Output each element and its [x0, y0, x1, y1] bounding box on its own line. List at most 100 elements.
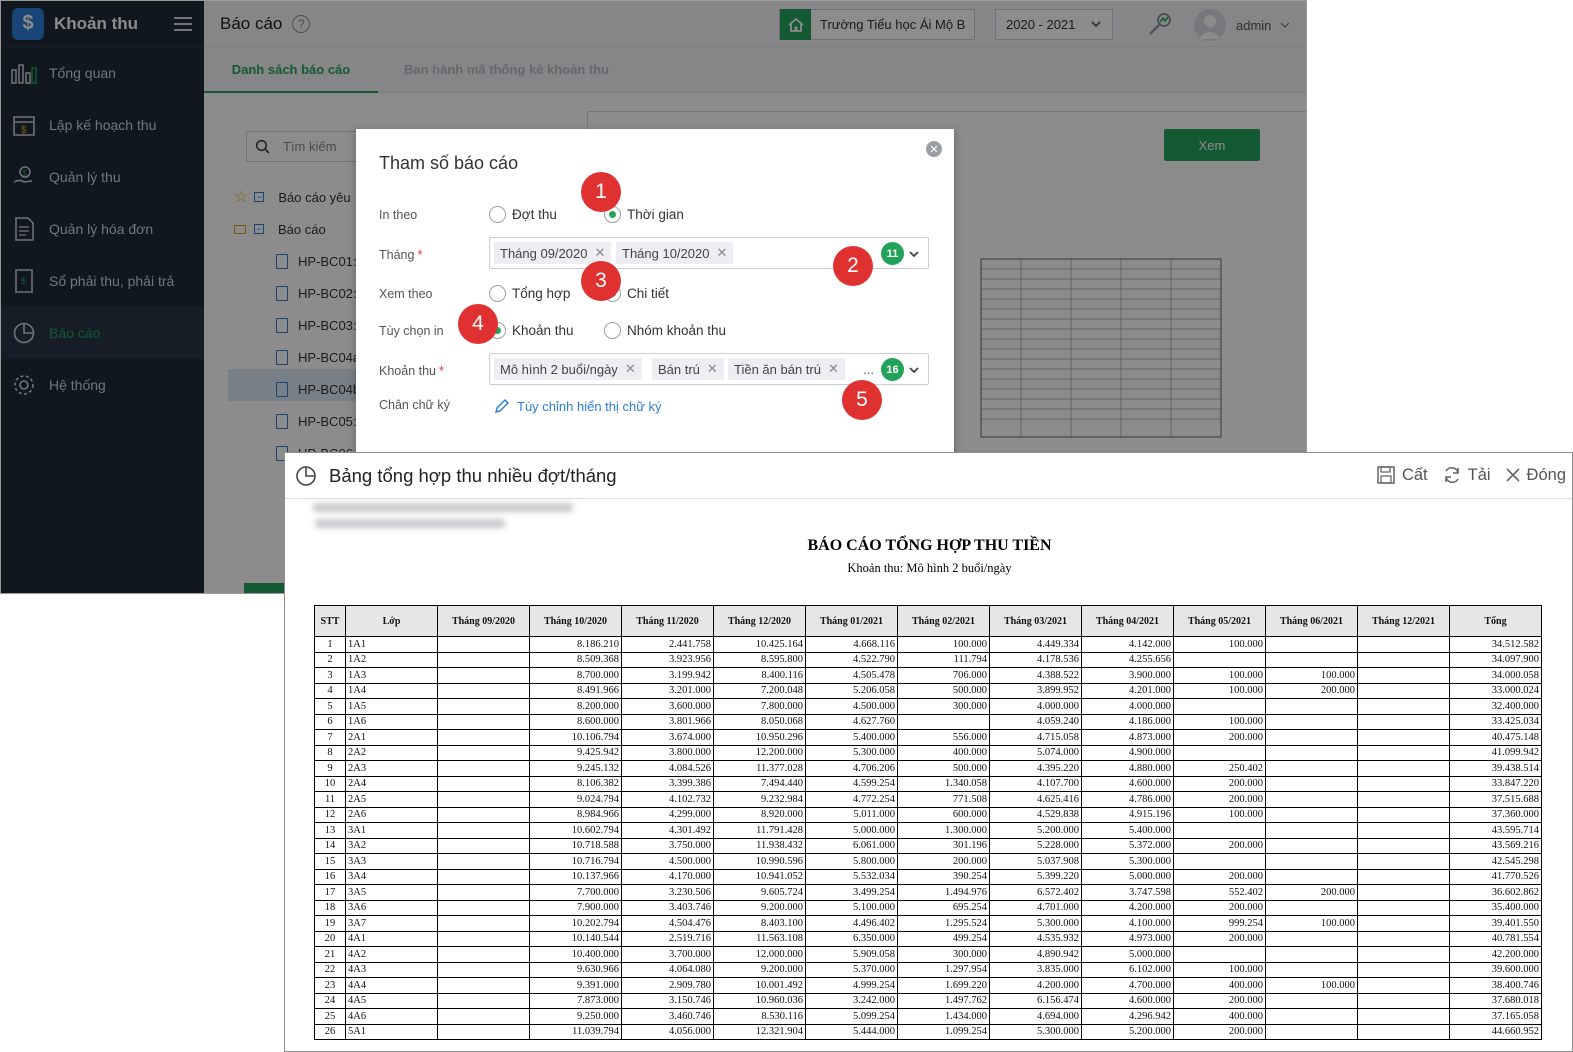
chevron-down-icon[interactable]	[908, 248, 920, 260]
hamburger-menu-icon[interactable]	[174, 13, 192, 35]
school-year-select[interactable]: 2020 - 2021	[995, 9, 1113, 40]
tree-folder-label: Báo cáo	[278, 221, 326, 237]
table-cell: 1.497.762	[897, 992, 990, 1009]
table-cell: 3.674.000	[621, 729, 714, 746]
tree-file-item[interactable]: HP-BC03:	[276, 313, 357, 337]
sidebar-item-1[interactable]: $ Lập kế hoạch thu	[1, 99, 204, 151]
table-row: 10 2A4 8.106.382 3.399.386 7.494.440 4.599.25…	[314, 775, 1542, 792]
user-menu[interactable]: admin	[1194, 9, 1291, 41]
remove-tag-icon[interactable]: ✕	[716, 245, 728, 260]
column-header: Tháng 10/2020	[529, 605, 622, 637]
month-multiselect[interactable]: Tháng 09/2020 ✕ Tháng 10/2020 ✕ 11	[489, 237, 929, 269]
table-cell: 3.900.000	[1081, 667, 1174, 684]
table-row: 4 1A4 8.491.966 3.201.000 7.200.048 5.206.058…	[314, 682, 1542, 699]
sidebar-item-0[interactable]: Tổng quan	[1, 47, 204, 99]
tree-file-item[interactable]: HP-BC02:	[276, 281, 357, 305]
table-cell: 400.000	[897, 744, 990, 761]
chevron-down-icon[interactable]	[908, 364, 920, 376]
sidebar-item-6[interactable]: Hệ thống	[1, 359, 204, 411]
table-cell: 1.297.954	[897, 961, 990, 978]
search-input[interactable]: Tìm kiếm	[246, 131, 386, 162]
table-cell: 2.441.758	[621, 636, 714, 653]
tab-report-list[interactable]: Danh sách báo cáo	[204, 47, 378, 93]
save-label: Cất	[1401, 465, 1428, 484]
chevron-down-icon	[1091, 21, 1101, 28]
pencil-icon	[494, 398, 510, 414]
table-cell: 4.102.732	[621, 791, 714, 808]
table-cell	[1265, 744, 1358, 761]
radio-label: Thời gian	[627, 207, 684, 222]
table-cell: 4.064.080	[621, 961, 714, 978]
table-cell: 6.102.000	[1081, 961, 1174, 978]
radio-dot-thu[interactable]: Đợt thu	[489, 206, 557, 223]
table-cell: 3A2	[345, 837, 438, 854]
tree-file-item[interactable]: HP-BC04a	[276, 345, 360, 369]
remove-tag-icon[interactable]: ✕	[624, 361, 636, 376]
sidebar-item-5[interactable]: Báo cáo	[1, 307, 204, 359]
view-button[interactable]: Xem	[1164, 129, 1260, 161]
tree-file-label: HP-BC05:	[298, 413, 357, 429]
collapse-icon[interactable]: −	[254, 192, 265, 202]
close-button[interactable]: Đóng	[1505, 466, 1566, 485]
sidebar-item-3[interactable]: Quản lý hóa đơn	[1, 203, 204, 255]
help-icon[interactable]: ?	[292, 14, 311, 33]
tree-file-item[interactable]: HP-BC04b	[276, 377, 360, 401]
table-cell: 41.770.526	[1449, 868, 1542, 885]
table-cell: 43.595.714	[1449, 822, 1542, 839]
school-selector[interactable]: Trường Tiểu học Ái Mộ B	[779, 9, 975, 40]
footer-button[interactable]	[244, 583, 284, 593]
radio-label: Tổng hợp	[512, 286, 571, 301]
table-cell: 3.499.254	[805, 884, 898, 901]
tree-file-item[interactable]: HP-BC01:	[276, 249, 357, 273]
tab-publish-stat-codes[interactable]: Ban hành mã thống kê khoản thu	[404, 62, 610, 77]
table-cell: 4.142.000	[1081, 636, 1174, 653]
radio-nhom-khoan-thu[interactable]: Nhóm khoản thu	[604, 322, 726, 339]
table-cell: 9.232.984	[713, 791, 806, 808]
table-cell: 20	[314, 930, 346, 947]
table-cell: 24	[314, 992, 346, 1009]
remove-tag-icon[interactable]: ✕	[827, 361, 839, 376]
table-cell: 4.056.000	[621, 1023, 714, 1040]
tree-file-label: HP-BC02:	[298, 285, 357, 301]
table-cell: 5A1	[345, 1023, 438, 1040]
table-cell	[437, 837, 530, 854]
radio-thoi-gian[interactable]: Thời gian	[604, 206, 684, 223]
table-cell: 4.449.334	[989, 636, 1082, 653]
remove-tag-icon[interactable]: ✕	[594, 245, 606, 260]
chevron-down-icon	[1280, 22, 1290, 28]
tree-report-folder[interactable]: − Báo cáo	[234, 217, 326, 241]
table-cell: 200.000	[1173, 729, 1266, 746]
table-cell: 12	[314, 806, 346, 823]
table-cell: 5.300.000	[989, 1023, 1082, 1040]
table-cell: 8.403.100	[713, 915, 806, 932]
table-cell: 100.000	[1173, 636, 1266, 653]
table-cell	[1173, 744, 1266, 761]
sidebar-item-label: Quản lý thu	[49, 169, 121, 185]
month-label: Tháng *	[379, 248, 423, 262]
radio-tong-hop[interactable]: Tổng hợp	[489, 285, 570, 302]
table-row: 9 2A3 9.245.132 4.084.526 11.377.028 4.706.20…	[314, 760, 1542, 777]
table-cell: 1	[314, 636, 346, 653]
tree-file-item[interactable]: HP-BC05:	[276, 409, 357, 433]
table-row: 21 4A2 10.400.000 3.700.000 12.000.000 5.909.…	[314, 946, 1542, 963]
customize-signature-link[interactable]: Tùy chỉnh hiển thị chữ ký	[493, 397, 662, 415]
table-cell: 3.150.746	[621, 992, 714, 1009]
table-cell: 9.391.000	[529, 977, 622, 994]
sidebar-item-4[interactable]: $ Sổ phải thu, phải trả	[1, 255, 204, 307]
table-cell: 21	[314, 946, 346, 963]
sidebar-item-2[interactable]: $ Quản lý thu	[1, 151, 204, 203]
radio-khoan-thu[interactable]: Khoản thu	[489, 322, 574, 339]
blurred-header-text	[313, 503, 573, 512]
table-cell	[1357, 744, 1450, 761]
save-button[interactable]: Cất	[1376, 465, 1428, 485]
tree-favorite-folder[interactable]: ☆ − Báo cáo yêu	[234, 185, 351, 209]
fee-multiselect[interactable]: Mô hình 2 buổi/ngày ✕ Bán trú ✕ Tiền ăn bá…	[489, 353, 929, 385]
table-cell: 400.000	[1173, 1008, 1266, 1025]
remove-tag-icon[interactable]: ✕	[706, 361, 718, 376]
radio-label: Đợt thu	[512, 207, 557, 222]
tools-icon[interactable]	[1146, 11, 1174, 42]
reload-button[interactable]: Tải	[1442, 465, 1491, 485]
collapse-icon[interactable]: −	[254, 224, 264, 234]
tree-file-label: HP-BC01:	[298, 253, 357, 269]
close-icon[interactable]: ✕	[926, 141, 942, 157]
